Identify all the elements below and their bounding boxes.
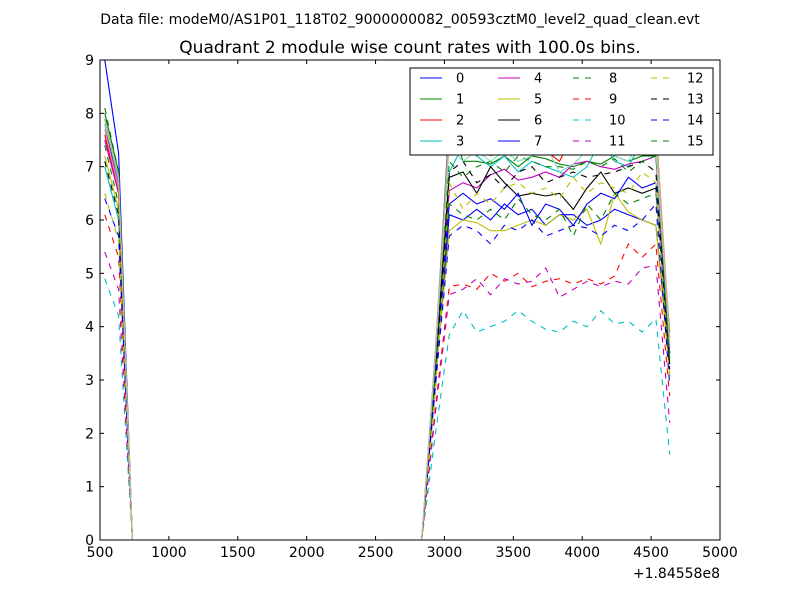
legend-label-12: 12	[687, 72, 704, 87]
y-tick-label-6: 6	[85, 213, 94, 229]
legend-label-2: 2	[456, 114, 464, 129]
x-tick-label-6: 3500	[496, 545, 532, 561]
legend-label-10: 10	[609, 114, 626, 129]
legend-label-5: 5	[534, 93, 542, 108]
legend-label-1: 1	[456, 93, 464, 108]
x-tick-label-0: 500	[87, 545, 114, 561]
legend-label-3: 3	[456, 135, 464, 150]
legend-label-6: 6	[534, 114, 542, 129]
x-tick-label-5: 3000	[427, 545, 463, 561]
y-tick-label-4: 4	[85, 320, 94, 336]
legend-frame	[409, 67, 714, 156]
x-tick-label-9: 5000	[702, 545, 738, 561]
legend-label-14: 14	[687, 114, 704, 129]
legend-label-8: 8	[609, 72, 617, 87]
x-tick-label-7: 4000	[564, 545, 600, 561]
chart-title: Quadrant 2 module wise count rates with …	[179, 38, 640, 58]
y-tick-label-9: 9	[85, 53, 94, 69]
legend-label-4: 4	[534, 72, 542, 87]
y-tick-label-7: 7	[85, 160, 94, 176]
x-tick-label-1: 1000	[151, 545, 187, 561]
x-tick-label-8: 4500	[633, 545, 669, 561]
x-tick-label-2: 1500	[220, 545, 256, 561]
legend-label-0: 0	[456, 72, 464, 87]
y-tick-label-8: 8	[85, 106, 94, 122]
x-tick-label-3: 2000	[289, 545, 325, 561]
legend-label-11: 11	[609, 135, 626, 150]
plot-frame	[99, 59, 721, 541]
y-tick-label-0: 0	[85, 533, 94, 549]
chart-suptitle: Data file: modeM0/AS1P01_118T02_90000000…	[100, 12, 700, 28]
x-offset-label: +1.84558e8	[633, 566, 720, 582]
x-tick-label-4: 2500	[358, 545, 394, 561]
legend-label-7: 7	[534, 135, 542, 150]
y-tick-label-1: 1	[85, 480, 94, 496]
tick-layer: 500 1000 1500 2000 2500 3000 3500 4000 4500 5000 0…	[85, 53, 738, 561]
y-tick-label-2: 2	[85, 426, 94, 442]
y-tick-label-3: 3	[85, 373, 94, 389]
legend-label-9: 9	[609, 93, 617, 108]
legend-label-13: 13	[687, 93, 704, 108]
legend-label-15: 15	[687, 135, 704, 150]
y-tick-label-5: 5	[85, 266, 94, 282]
